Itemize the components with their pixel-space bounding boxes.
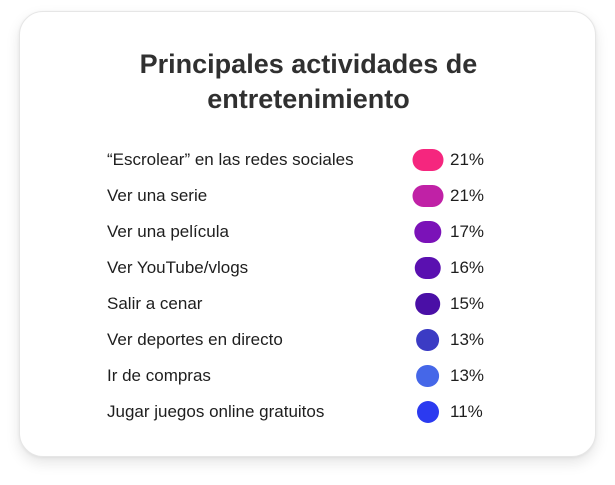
value-label: 13% [450,366,485,385]
activity-row: Ver deportes en directo 13% [107,322,527,358]
value-marker [415,329,440,351]
value-marker [412,149,443,171]
value-marker [415,365,440,387]
value-marker [416,401,439,423]
activity-row: Ver una serie 21% [107,178,527,214]
activity-row: Ir de compras 13% [107,358,527,394]
value-label: 11% [450,402,483,421]
activity-label: Salir a cenar [107,294,203,313]
activity-label: Ir de compras [107,366,211,385]
activity-row: Salir a cenar 15% [107,286,527,322]
activity-list: “Escrolear” en las redes sociales 21% Ver … [107,142,527,430]
activity-label: “Escrolear” en las redes sociales [107,150,354,169]
activity-label: Ver una película [107,222,229,241]
value-marker-cell [405,394,450,430]
value-marker [414,257,441,279]
value-marker-cell [405,214,450,250]
activity-label: Ver una serie [107,186,208,205]
value-marker-cell [405,178,450,214]
value-marker [412,185,443,207]
activity-row: Ver una película 17% [107,214,527,250]
value-label: 13% [450,330,485,349]
activity-label: Ver YouTube/vlogs [107,258,249,277]
value-marker-cell [405,286,450,322]
value-label: 21% [450,150,485,169]
value-marker-cell [405,358,450,394]
activity-label: Jugar juegos online gratuitos [107,402,325,421]
value-marker-cell [405,142,450,178]
activity-row: “Escrolear” en las redes sociales 21% [107,142,527,178]
value-marker [414,293,441,315]
value-marker-cell [405,250,450,286]
activity-row: Ver YouTube/vlogs 16% [107,250,527,286]
activity-row: Jugar juegos online gratuitos 11% [107,394,527,430]
value-label: 21% [450,186,485,205]
value-label: 15% [450,294,485,313]
chart-card: Principales actividades de entretenimient… [19,11,596,457]
value-label: 16% [450,258,485,277]
value-marker [413,221,442,243]
activity-label: Ver deportes en directo [107,330,283,349]
chart-title: Principales actividades de entretenimient… [139,49,478,114]
value-marker-cell [405,322,450,358]
value-label: 17% [450,222,485,241]
